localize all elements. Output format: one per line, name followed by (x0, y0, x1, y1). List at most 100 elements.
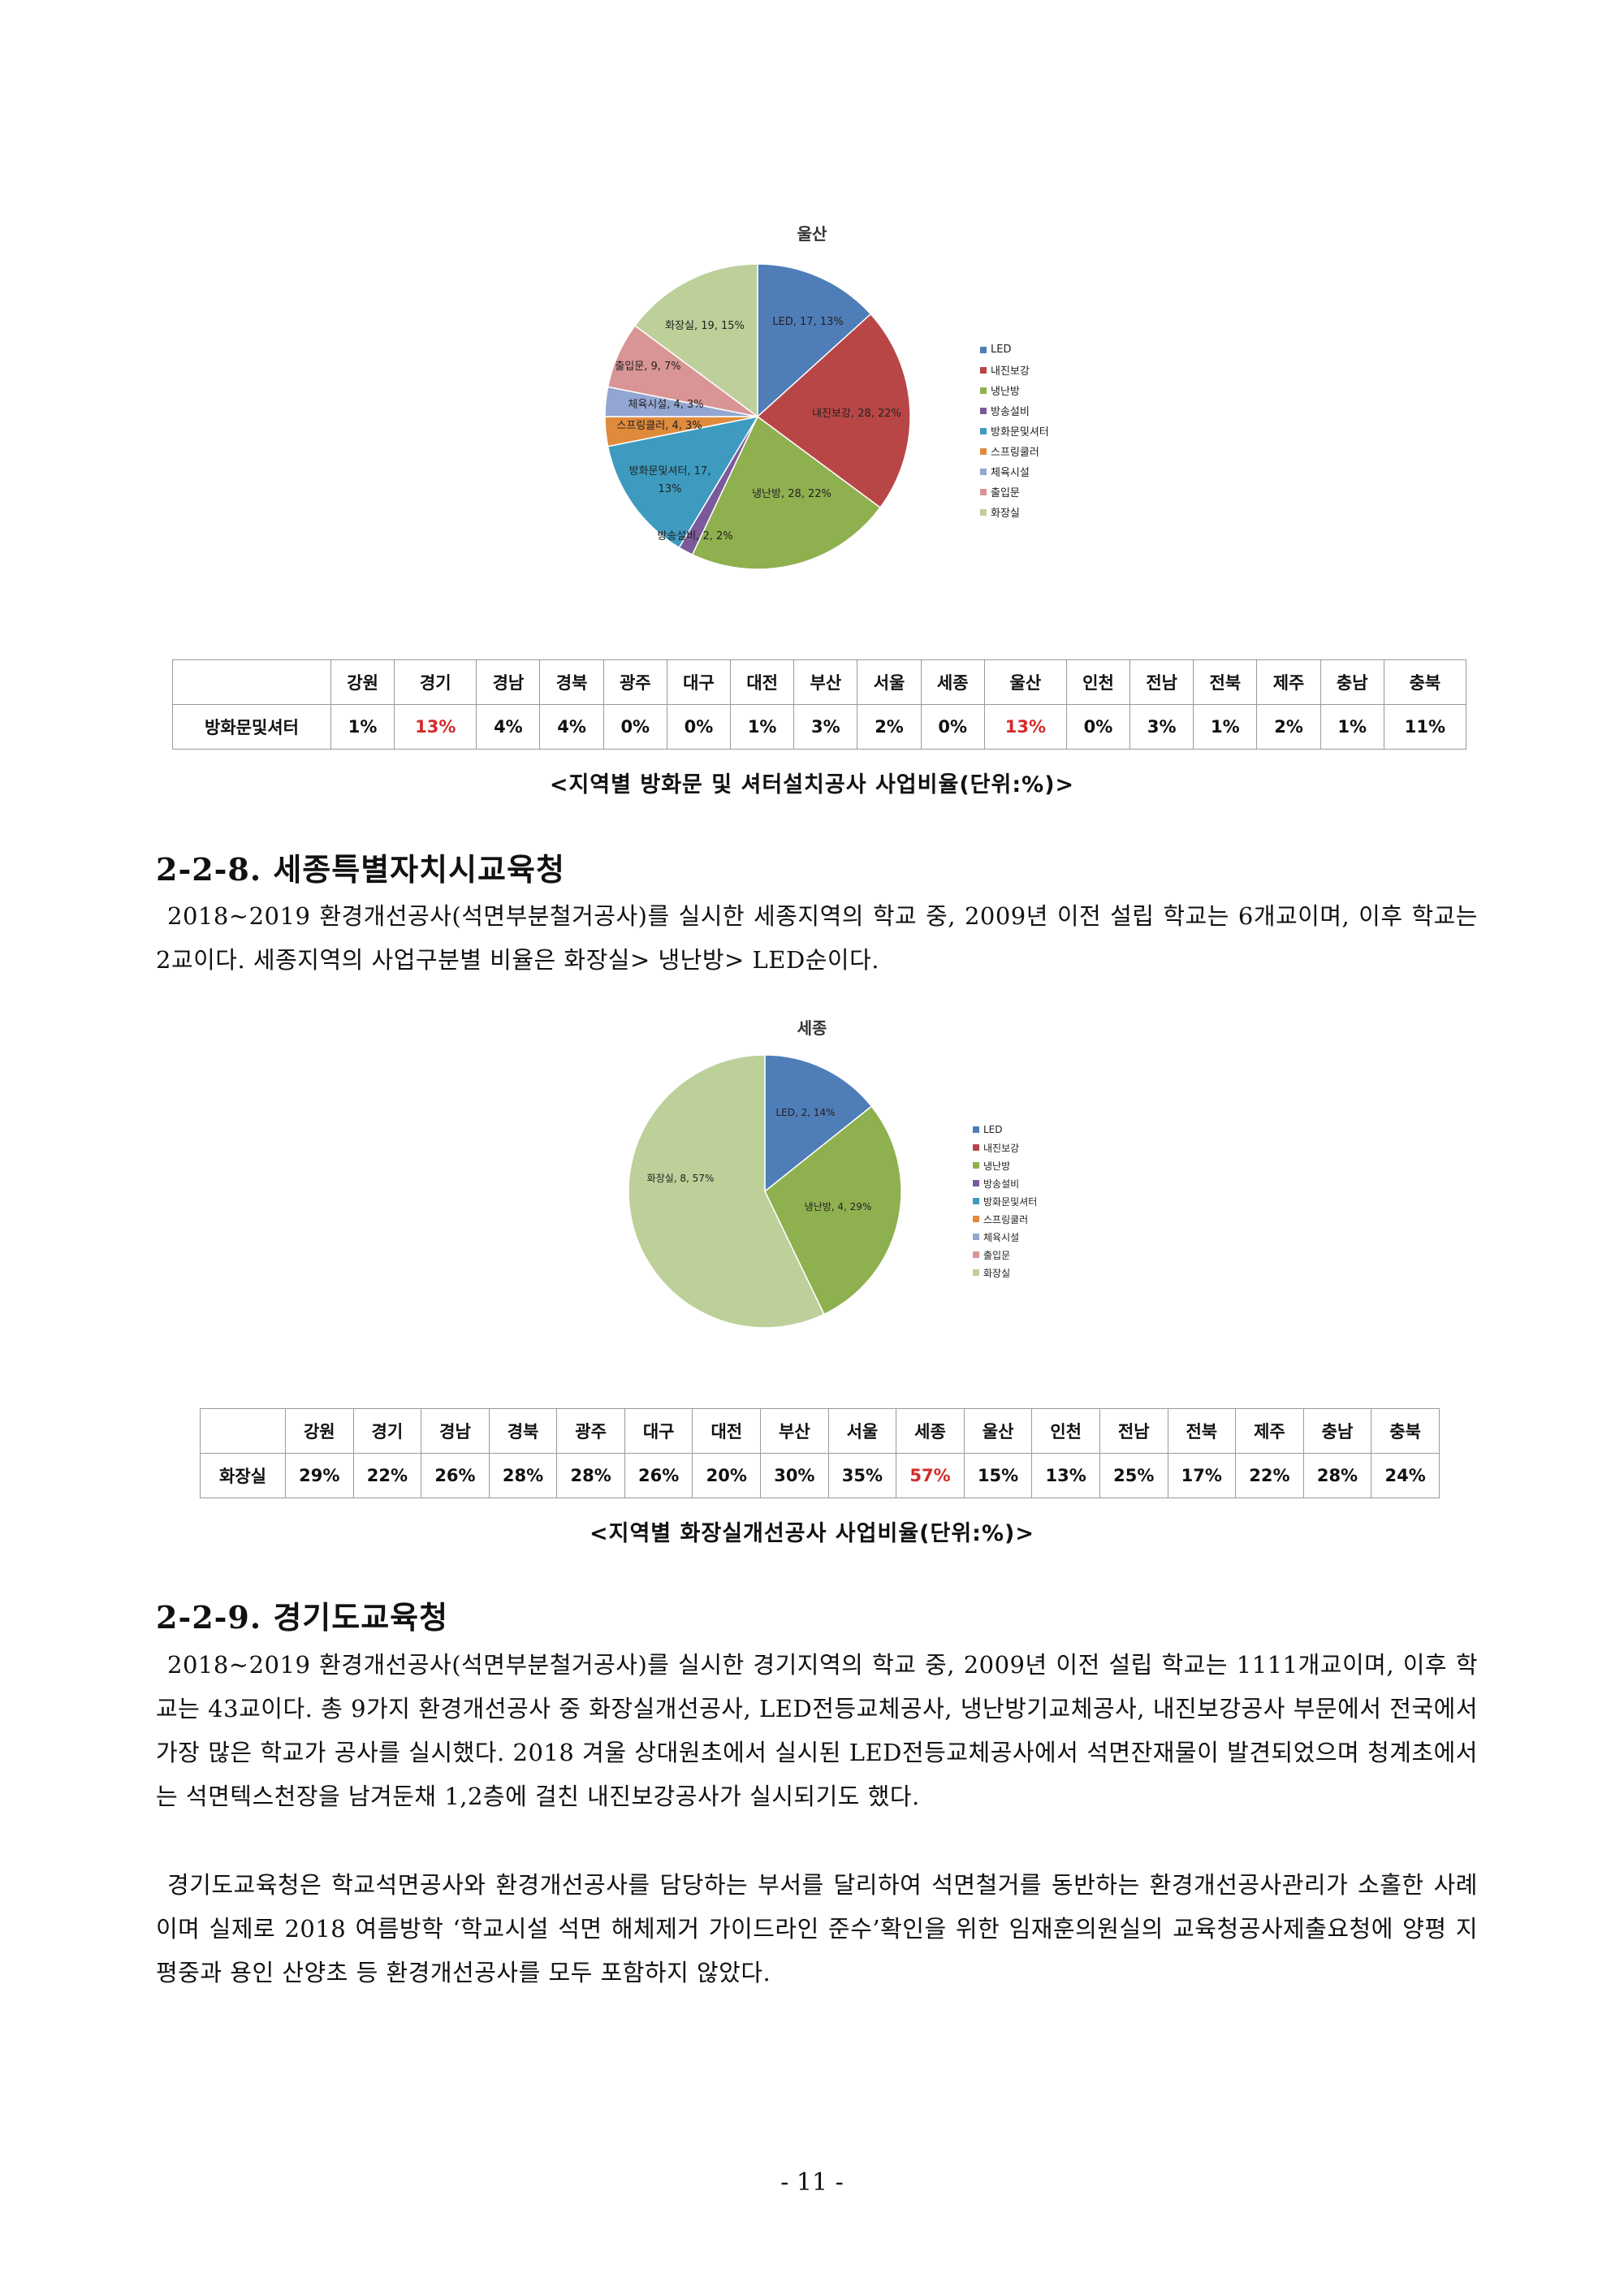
legend-item: 냉난방 (980, 380, 1049, 400)
region-header-cell: 서울 (827, 1408, 897, 1454)
value-cell: 2% (857, 704, 922, 750)
legend-swatch (973, 1162, 979, 1169)
legend-label: 체육시설 (983, 1231, 1020, 1243)
legend-label: 화장실 (983, 1267, 1011, 1279)
region-header-cell: 대전 (730, 659, 795, 705)
region-header-cell: 경남 (476, 659, 541, 705)
value-cell: 28% (1302, 1453, 1372, 1498)
region-header-cell: 세종 (920, 659, 985, 705)
pie-slice-label-3: 방송설비, 2, 2% (657, 530, 732, 542)
value-cell: 17% (1167, 1453, 1237, 1498)
ulsan-pie-chart: LED, 17, 13% 내진보강, 28, 22% 냉난방, 28, 22% 방송설… (604, 263, 911, 570)
sejong-paragraph-text: 2018~2019 환경개선공사(석면부분철거공사)를 실시한 세종지역의 학교… (156, 902, 1478, 974)
value-cell: 1% (1320, 704, 1384, 750)
legend-swatch (980, 508, 987, 516)
region-header-cell: 부산 (760, 1408, 829, 1454)
pie-slice-0 (764, 1054, 873, 1193)
value-cell: 22% (352, 1453, 422, 1498)
region-header-cell: 서울 (857, 659, 922, 705)
legend-swatch (980, 407, 987, 414)
value-cell: 11% (1383, 704, 1467, 750)
pie-slice-0 (757, 263, 872, 418)
value-cell: 30% (760, 1453, 829, 1498)
ulsan-chart-title: 울산 (797, 224, 827, 244)
legend-swatch (973, 1234, 979, 1240)
value-cell: 4% (476, 704, 541, 750)
legend-label: 냉난방 (991, 386, 1020, 398)
pie-slice-2 (691, 415, 882, 570)
pie-slice-2 (628, 1054, 825, 1329)
region-header-cell: 광주 (603, 659, 667, 705)
legend-swatch (980, 366, 987, 374)
sejong-paragraph: 2018~2019 환경개선공사(석면부분철거공사)를 실시한 세종지역의 학교… (156, 894, 1478, 982)
region-header-cell: 강원 (330, 659, 395, 705)
section-heading-gyeonggi: 2-2-9. 경기도교육청 (156, 1599, 449, 1636)
legend-item: 체육시설 (980, 461, 1049, 482)
sejong-legend: LED 내진보강 냉난방 방송설비 방화문및셔터 스프링쿨러 체육시설 출입문 화장실 (973, 1121, 1037, 1281)
region-header-cell: 경남 (421, 1408, 490, 1454)
region-header-cell: 세종 (896, 1408, 965, 1454)
table-header-row: 강원 경기 경남 경북 광주 대구 대전 부산 서울 세종 울산 인천 전남 전북 제주 충남 충북 (200, 1408, 1440, 1454)
legend-item: 출입문 (973, 1246, 1037, 1264)
region-header-cell: 대구 (666, 659, 732, 705)
region-header-cell: 전북 (1167, 1408, 1237, 1454)
value-cell: 3% (1129, 704, 1194, 750)
value-cell: 3% (793, 704, 858, 750)
gyeonggi-paragraph-2-text: 경기도교육청은 학교석면공사와 환경개선공사를 담당하는 부서를 달리하여 석면… (156, 1871, 1478, 1986)
gyeonggi-paragraph-1: 2018~2019 환경개선공사(석면부분철거공사)를 실시한 경기지역의 학교… (156, 1643, 1478, 1818)
legend-label: 화장실 (991, 508, 1020, 520)
legend-label: 스프링쿨러 (991, 447, 1039, 459)
value-cell: 1% (730, 704, 795, 750)
legend-item: 방송설비 (980, 400, 1049, 421)
legend-label: 방화문및셔터 (983, 1195, 1038, 1208)
region-header-cell: 대구 (624, 1408, 693, 1454)
legend-swatch (980, 427, 987, 434)
value-cell: 13% (1031, 1453, 1100, 1498)
legend-label: 방송설비 (983, 1178, 1020, 1190)
legend-swatch (980, 346, 987, 353)
section-heading-sejong: 2-2-8. 세종특별자치시교육청 (156, 851, 565, 888)
value-cell: 22% (1235, 1453, 1304, 1498)
legend-item: 스프링쿨러 (973, 1210, 1037, 1228)
legend-label: 내진보강 (991, 365, 1030, 378)
page-number: - 11 - (780, 2168, 844, 2197)
legend-label: 출입문 (991, 487, 1020, 499)
pie-slice-label-6: 체육시설, 4, 3% (628, 399, 703, 411)
legend-label: 스프링쿨러 (983, 1213, 1029, 1225)
table-header-row: 강원 경기 경남 경북 광주 대구 대전 부산 서울 세종 울산 인천 전남 전북 제주 충남 충북 (172, 659, 1467, 705)
value-cell: 57% (896, 1453, 965, 1498)
region-header-cell: 부산 (793, 659, 858, 705)
legend-item: 출입문 (980, 482, 1049, 502)
legend-label: 방송설비 (991, 406, 1030, 418)
legend-label: LED (991, 344, 1012, 356)
region-header-cell: 강원 (285, 1408, 354, 1454)
legend-swatch (980, 447, 987, 455)
value-cell: 15% (963, 1453, 1033, 1498)
region-header-cell: 경북 (539, 659, 604, 705)
pie-slice-1 (756, 313, 911, 509)
pie-slice-1 (764, 1105, 902, 1316)
value-cell: 1% (1193, 704, 1258, 750)
gyeonggi-paragraph-2: 경기도교육청은 학교석면공사와 환경개선공사를 담당하는 부서를 달리하여 석면… (156, 1863, 1478, 1995)
value-cell: 29% (285, 1453, 354, 1498)
restroom-ratio-table: 강원 경기 경남 경북 광주 대구 대전 부산 서울 세종 울산 인천 전남 전북 제주 충남 충북 화장실 29%… (200, 1408, 1440, 1498)
legend-swatch (973, 1251, 979, 1258)
region-header-cell: 제주 (1235, 1408, 1304, 1454)
pie-slice-label-4: 방화문및셔터, 17, 13% (629, 465, 711, 495)
sejong-pie-chart: LED, 2, 14% 냉난방, 4, 29% 화장실, 8, 57% (628, 1054, 902, 1329)
region-header-cell: 제주 (1256, 659, 1321, 705)
table-row: 방화문및셔터 1% 13% 4% 4% 0% 0% 1% 3% 2% 0% 13% 0% 3% 1% 2% 1%… (172, 704, 1467, 750)
region-header-cell: 인천 (1065, 659, 1131, 705)
legend-item: 스프링쿨러 (980, 441, 1049, 461)
gyeonggi-paragraph-1-text: 2018~2019 환경개선공사(석면부분철거공사)를 실시한 경기지역의 학교… (156, 1651, 1478, 1810)
row-label-cell: 방화문및셔터 (172, 704, 331, 750)
region-header-cell: 경기 (394, 659, 477, 705)
value-cell: 28% (556, 1453, 625, 1498)
legend-item: 방화문및셔터 (980, 421, 1049, 441)
restroom-table-caption: <지역별 화장실개선공사 사업비율(단위:%)> (589, 1521, 1034, 1546)
pie-slice-label-1: 냉난방, 4, 29% (805, 1201, 872, 1212)
legend-label: 출입문 (983, 1249, 1011, 1261)
pie-slice-4 (607, 415, 759, 549)
value-cell: 13% (983, 704, 1067, 750)
